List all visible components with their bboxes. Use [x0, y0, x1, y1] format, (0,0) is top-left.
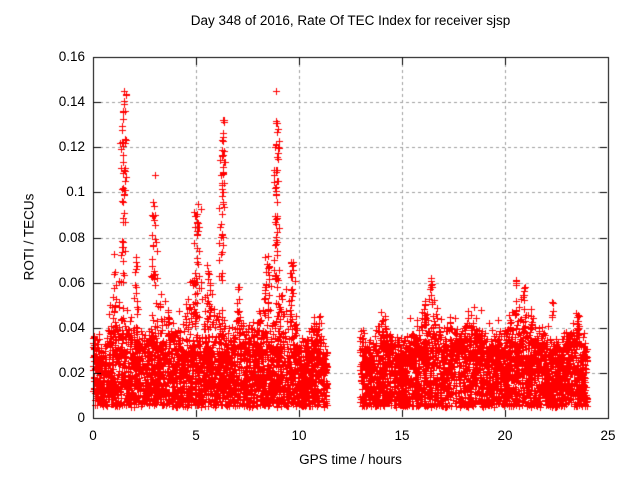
x-tick-label: 10 — [291, 428, 307, 443]
y-tick-label: 0.08 — [58, 230, 85, 245]
y-tick-label: 0.16 — [58, 49, 85, 64]
y-tick-label: 0.12 — [58, 139, 85, 154]
y-tick-label: 0.02 — [58, 365, 85, 380]
y-tick-label: 0 — [77, 410, 85, 425]
y-tick-label: 0.1 — [66, 184, 85, 199]
x-tick-label: 15 — [394, 428, 410, 443]
x-tick-label: 25 — [600, 428, 616, 443]
x-axis-label: GPS time / hours — [299, 452, 402, 467]
chart-title: Day 348 of 2016, Rate Of TEC Index for r… — [190, 13, 511, 28]
x-tick-label: 0 — [89, 428, 97, 443]
y-tick-label: 0.14 — [58, 94, 85, 109]
x-tick-label: 5 — [192, 428, 200, 443]
y-tick-label: 0.06 — [58, 275, 85, 290]
y-tick-label: 0.04 — [58, 320, 85, 335]
x-tick-label: 20 — [497, 428, 513, 443]
